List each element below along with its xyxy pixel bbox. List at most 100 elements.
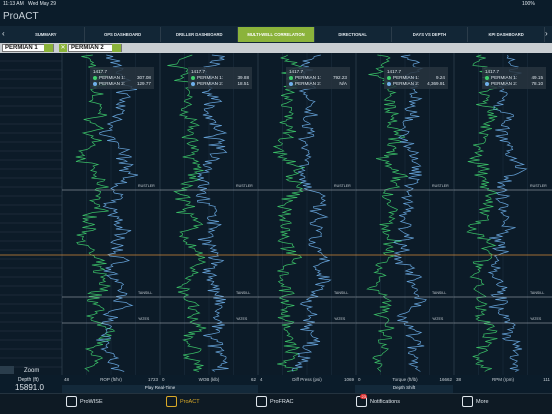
nav-label: Notifications — [370, 398, 400, 405]
tab[interactable]: SUMMARY — [8, 27, 85, 42]
axis-min: 4 — [260, 377, 263, 382]
zoom-label: Zoom — [24, 368, 40, 374]
trace-decoration — [487, 54, 528, 372]
tab[interactable]: KPI DASHBOARD — [468, 27, 545, 42]
nav-icon — [66, 396, 77, 407]
readout-row: PERMIAN 2: 18.51 — [191, 81, 249, 87]
axis-max: 111 — [543, 377, 550, 382]
axis-min: 48 — [64, 377, 70, 382]
readout-row: PERMIAN 1: 307.08 — [93, 75, 151, 81]
readout: 1417.7 PERMIAN 1: 9.24 PERMIAN 2: 4,369.91 — [384, 67, 448, 89]
well-name: PERMIAN 1: — [295, 75, 322, 80]
remove-well[interactable]: ✕ — [59, 44, 67, 52]
formation-label: RUSTLER — [530, 184, 547, 188]
nav-label: ProACT — [180, 398, 200, 405]
cursor-depth: 1417.7 — [191, 69, 206, 74]
axis-max: 62 — [250, 377, 256, 382]
tab[interactable]: DAYS VS DEPTH — [391, 27, 469, 42]
readout-row: PERMIAN 1: 9.24 — [387, 75, 445, 81]
trace-decoration — [393, 54, 427, 372]
dropdown[interactable] — [112, 44, 121, 52]
notification-badge: 23 — [360, 394, 368, 399]
axis-max: 1069 — [343, 377, 354, 382]
nav-label: ProWISE — [80, 398, 103, 405]
readout-row: PERMIAN 2: 4,369.91 — [387, 81, 445, 87]
axis-max: 1723 — [147, 377, 158, 382]
readout-value: 78.10 — [531, 81, 544, 86]
nav-icon — [256, 396, 267, 407]
nav-label: More — [476, 398, 489, 405]
cursor-depth: 1417.7 — [485, 69, 500, 74]
readout: 1417.7 PERMIAN 1: 792.23 PERMIAN 2: N/A — [286, 67, 350, 89]
readout-value: 4,369.91 — [427, 81, 445, 86]
cursor-depth: 1417.7 — [93, 69, 108, 74]
formation-label: YATES — [334, 317, 346, 321]
tab[interactable]: OPS DASHBOARD — [84, 27, 162, 42]
depth-shift-button[interactable]: Depth Shift — [355, 385, 453, 393]
axis-label: RPM (rpm) — [492, 377, 514, 382]
axis-label: WOB (klb) — [198, 377, 220, 382]
well-name: PERMIAN 1: — [197, 75, 224, 80]
well-name: PERMIAN 1: — [393, 75, 420, 80]
nav-item[interactable]: ProACT — [166, 396, 200, 407]
readout: 1417.7 PERMIAN 1: 307.08 PERMIAN 2: 129.77 — [90, 67, 154, 89]
tab[interactable]: DIRECTIONAL — [314, 27, 392, 42]
readout-row: PERMIAN 1: 792.23 — [289, 75, 347, 81]
readout: 1417.7 PERMIAN 1: 39.88 PERMIAN 2: 18.51 — [188, 67, 252, 89]
formation-label: TANSILL — [138, 291, 153, 295]
axis-max: 16662 — [439, 377, 452, 382]
trace-decoration — [466, 54, 500, 372]
nav-item[interactable]: ProFRAC — [256, 396, 294, 407]
trace-decoration — [272, 54, 305, 372]
formation-label: TANSILL — [236, 291, 251, 295]
status-date: Wed May 29 — [28, 1, 56, 7]
formation-label: TANSILL — [334, 291, 349, 295]
formation-label: YATES — [432, 317, 444, 321]
depth-label: Depth (ft) — [18, 377, 39, 383]
axis-min: 0 — [358, 377, 361, 382]
readout: 1417.7 PERMIAN 1: 49.15 PERMIAN 2: 78.10 — [482, 67, 546, 89]
battery: 100% — [522, 1, 535, 7]
well-name: PERMIAN 1: — [491, 75, 518, 80]
tab[interactable]: MULTI-WELL CORRELATION — [238, 27, 315, 42]
well-name: PERMIAN 2: — [99, 81, 126, 86]
readout-row: PERMIAN 1: 39.88 — [191, 75, 249, 81]
nav-item[interactable]: More — [462, 396, 489, 407]
well-name: PERMIAN 2: — [295, 81, 322, 86]
nav-label: ProFRAC — [270, 398, 294, 405]
well-name: PERMIAN 2: — [393, 81, 420, 86]
tab[interactable]: DRILLER DASHBOARD — [161, 27, 239, 42]
readout-value: 129.77 — [136, 81, 151, 86]
tab-next[interactable]: › — [545, 29, 548, 38]
readout-row: PERMIAN 2: N/A — [289, 81, 347, 87]
depth-value: 15891.0 — [15, 383, 44, 392]
axis-label: Diff Press (psi) — [292, 377, 322, 382]
nav-icon — [166, 396, 177, 407]
axis-label: Torque (ft/lb) — [392, 377, 418, 382]
well-select[interactable]: PERMIAN 1 — [2, 44, 54, 52]
nav-item[interactable]: ProWISE — [66, 396, 103, 407]
axis-min: 38 — [456, 377, 462, 382]
well-bar — [0, 43, 552, 53]
trace-decoration — [75, 54, 116, 372]
axis-min: 0 — [162, 377, 165, 382]
trace-decoration — [167, 54, 207, 372]
bottom-nav — [0, 393, 552, 414]
formation-label: RUSTLER — [432, 184, 449, 188]
formation-label: RUSTLER — [138, 184, 155, 188]
dropdown[interactable] — [44, 44, 53, 52]
trace-decoration — [195, 54, 229, 372]
play-button[interactable]: Play Real-Time — [62, 385, 258, 393]
readout-row: PERMIAN 2: 78.10 — [485, 81, 543, 87]
plot-bg — [0, 53, 552, 375]
trace-decoration — [96, 54, 139, 372]
trace-decoration — [291, 54, 332, 372]
nav-icon — [462, 396, 473, 407]
well-select[interactable]: PERMIAN 2 — [68, 44, 122, 52]
zoom-button[interactable] — [0, 366, 14, 374]
formation-label: YATES — [236, 317, 248, 321]
readout-value: 49.15 — [531, 75, 544, 80]
formation-label: YATES — [138, 317, 150, 321]
tab-prev[interactable]: ‹ — [2, 29, 5, 38]
